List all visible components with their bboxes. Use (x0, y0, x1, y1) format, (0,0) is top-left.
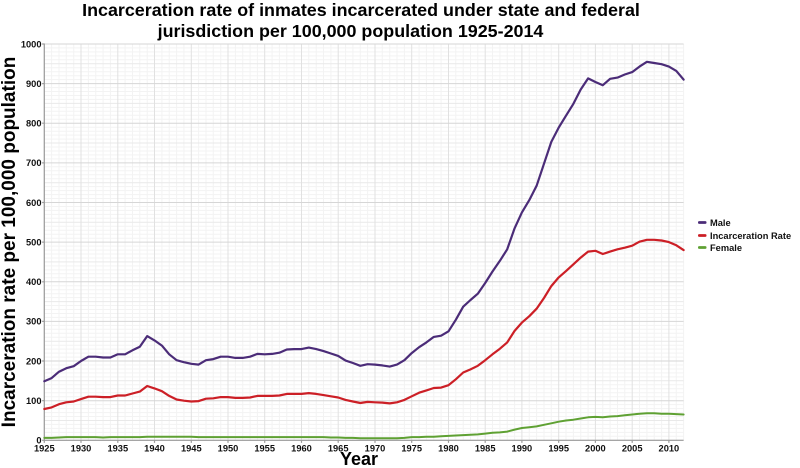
svg-text:200: 200 (26, 356, 42, 366)
svg-text:1930: 1930 (71, 444, 92, 454)
svg-text:Incarceration Rate: Incarceration Rate (710, 231, 791, 241)
svg-text:Year: Year (340, 449, 378, 468)
svg-text:1975: 1975 (401, 444, 422, 454)
svg-text:1955: 1955 (254, 444, 275, 454)
svg-text:1945: 1945 (181, 444, 202, 454)
svg-text:500: 500 (26, 237, 42, 247)
svg-text:300: 300 (26, 317, 42, 327)
svg-text:Incarceration rate per 100,000: Incarceration rate per 100,000 populatio… (0, 57, 20, 428)
svg-text:2000: 2000 (585, 444, 606, 454)
svg-text:1980: 1980 (438, 444, 459, 454)
svg-text:Female: Female (710, 243, 742, 253)
svg-text:0: 0 (36, 436, 41, 446)
svg-text:400: 400 (26, 277, 42, 287)
svg-text:900: 900 (26, 79, 42, 89)
svg-text:1990: 1990 (512, 444, 533, 454)
svg-text:1950: 1950 (218, 444, 239, 454)
svg-text:600: 600 (26, 198, 42, 208)
svg-text:1960: 1960 (291, 444, 312, 454)
svg-text:1000: 1000 (21, 39, 42, 49)
svg-text:2005: 2005 (622, 444, 643, 454)
svg-text:1925: 1925 (34, 444, 55, 454)
svg-text:Incarceration rate of inmates: Incarceration rate of inmates incarcerat… (82, 0, 640, 20)
svg-text:2010: 2010 (659, 444, 680, 454)
svg-text:700: 700 (26, 158, 42, 168)
svg-text:jurisdiction per 100,000 popul: jurisdiction per 100,000 population 1925… (157, 21, 544, 41)
svg-text:1940: 1940 (144, 444, 165, 454)
svg-text:100: 100 (26, 396, 42, 406)
svg-text:1995: 1995 (548, 444, 569, 454)
svg-text:1965: 1965 (328, 444, 349, 454)
svg-text:1985: 1985 (475, 444, 496, 454)
svg-text:800: 800 (26, 119, 42, 129)
svg-text:Male: Male (710, 218, 731, 228)
svg-text:1970: 1970 (365, 444, 386, 454)
svg-text:1935: 1935 (107, 444, 128, 454)
